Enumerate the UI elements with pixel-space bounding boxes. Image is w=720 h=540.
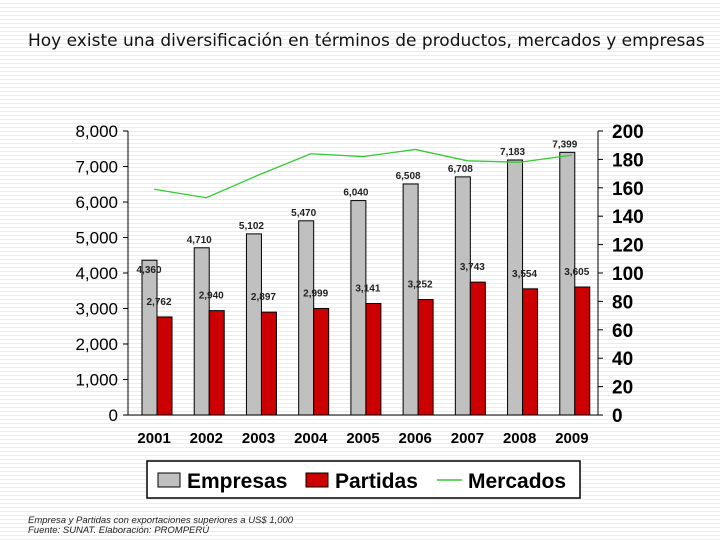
data-label-empresas: 4,710 — [187, 235, 212, 246]
left-axis-tick-label: 8,000 — [75, 122, 118, 141]
right-axis-tick-label: 120 — [612, 236, 644, 257]
bar-partidas — [260, 311, 277, 416]
bar-empresas — [298, 220, 315, 416]
bar-partidas — [574, 286, 591, 416]
left-axis-tick-label: 1,000 — [75, 371, 118, 390]
data-label-empresas: 5,102 — [239, 221, 264, 232]
mercados-line — [154, 148, 572, 199]
data-label-empresas: 7,183 — [500, 147, 525, 158]
legend-label-empresas: Empresas — [187, 470, 287, 493]
data-label-empresas: 6,040 — [343, 188, 368, 199]
bar-empresas — [193, 247, 210, 416]
bar-partidas — [313, 308, 330, 416]
left-axis-tick-label: 4,000 — [75, 264, 118, 283]
x-axis-tick-label: 2004 — [294, 430, 328, 447]
x-axis-tick-label: 2003 — [242, 430, 275, 447]
left-axis-tick-label: 2,000 — [75, 335, 118, 354]
legend-frame — [146, 460, 581, 499]
bar-empresas — [559, 151, 576, 416]
right-axis-tick-label: 20 — [612, 378, 633, 399]
right-axis-tick-label: 0 — [612, 406, 623, 427]
bar-partidas — [522, 288, 539, 416]
x-axis-tick-label: 2007 — [451, 430, 484, 447]
footnote-note: Empresa y Partidas con exportaciones sup… — [28, 515, 294, 526]
legend-label-partidas: Partidas — [335, 470, 418, 493]
data-label-empresas: 4,360 — [136, 265, 161, 276]
legend-swatch-partidas — [305, 472, 329, 488]
x-axis-tick-label: 2008 — [503, 430, 536, 447]
right-axis-tick-label: 80 — [612, 292, 633, 313]
data-label-partidas: 3,554 — [512, 269, 537, 280]
bar-empresas — [245, 233, 262, 416]
x-axis-tick-label: 2002 — [190, 430, 223, 447]
bar-partidas — [208, 310, 225, 416]
right-axis-tick-label: 140 — [612, 207, 644, 228]
right-axis-tick-label: 160 — [612, 179, 644, 200]
bar-partidas — [469, 281, 486, 416]
bar-partidas — [156, 316, 173, 416]
x-axis-tick-label: 2009 — [555, 430, 588, 447]
legend: Empresas Partidas Mercados — [146, 460, 581, 499]
bar-empresas — [402, 183, 419, 416]
data-label-partidas: 3,605 — [564, 267, 589, 278]
page-title: Hoy existe una diversificación en términ… — [28, 31, 705, 51]
footnote-source: Fuente: SUNAT. Elaboración: PROMPERÚ — [28, 525, 210, 536]
bar-empresas — [507, 159, 524, 416]
data-label-empresas: 7,399 — [552, 139, 577, 150]
left-axis-tick-label: 6,000 — [75, 193, 118, 212]
right-axis: 0 20 40 60 80 100 120 140 160 180 200 — [598, 122, 644, 427]
x-axis-labels: 2001 2002 2003 2004 2005 2006 2007 2008 2009 — [137, 430, 588, 447]
bar-partidas — [417, 299, 434, 416]
data-label-partidas: 2,940 — [199, 291, 224, 302]
right-axis-tick-label: 40 — [612, 349, 633, 370]
data-label-partidas: 2,999 — [303, 289, 328, 300]
data-label-partidas: 2,897 — [251, 292, 276, 303]
left-axis-tick-label: 7,000 — [75, 158, 118, 177]
left-axis-tick-label: 0 — [109, 406, 118, 425]
data-label-empresas: 5,470 — [291, 208, 316, 219]
x-axis-tick-label: 2005 — [346, 430, 379, 447]
data-label-partidas: 3,141 — [355, 283, 380, 294]
data-label-partidas: 3,252 — [408, 280, 433, 291]
left-axis-tick-label: 3,000 — [75, 300, 118, 319]
left-axis: 0 1,000 2,000 3,000 4,000 5,000 6,000 7,000 8,00… — [75, 122, 128, 425]
left-axis-tick-label: 5,000 — [75, 229, 118, 248]
bar-empresas — [350, 200, 367, 416]
data-label-partidas: 3,743 — [460, 262, 485, 273]
bar-empresas — [141, 259, 158, 416]
data-label-empresas: 6,708 — [448, 164, 473, 175]
legend-swatch-empresas — [157, 472, 181, 488]
right-axis-tick-label: 60 — [612, 321, 633, 342]
right-axis-tick-label: 180 — [612, 150, 644, 171]
bars: 4,360 2,762 4,710 2,940 5,102 2,897 5,470 2,999… — [136, 139, 591, 416]
footnote: Empresa y Partidas con exportaciones sup… — [28, 516, 293, 536]
data-label-empresas: 6,508 — [396, 171, 421, 182]
x-axis-tick-label: 2001 — [137, 430, 170, 447]
mercados-line-layer — [154, 148, 572, 199]
data-label-partidas: 2,762 — [146, 297, 171, 308]
legend-label-mercados: Mercados — [468, 470, 566, 493]
x-axis-tick-label: 2006 — [399, 430, 432, 447]
bar-partidas — [365, 302, 382, 416]
right-axis-tick-label: 200 — [612, 122, 644, 143]
bar-empresas — [454, 176, 471, 416]
right-axis-tick-label: 100 — [612, 264, 644, 285]
